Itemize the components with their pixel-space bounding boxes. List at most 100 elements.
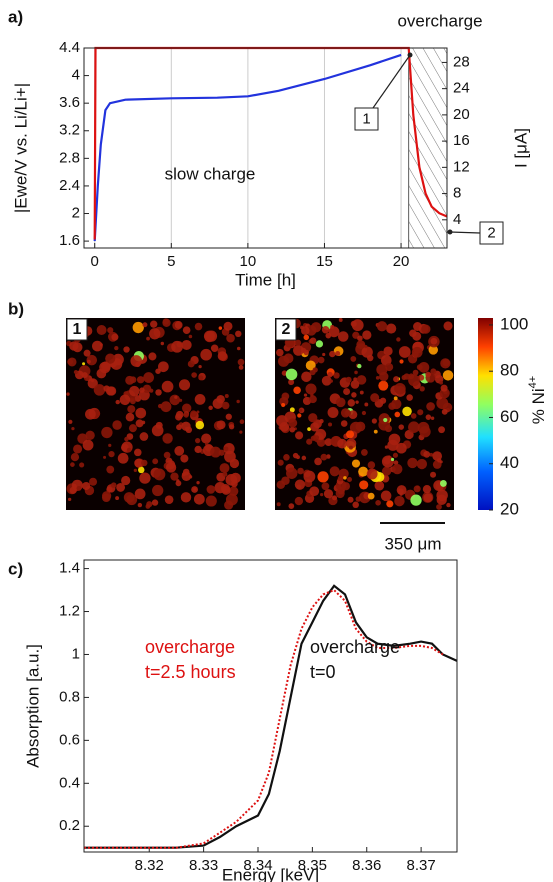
texture-dot <box>362 330 372 340</box>
texture-dot <box>340 420 348 427</box>
texture-dot <box>309 337 317 344</box>
y2-tick-label: 4 <box>453 211 461 228</box>
texture-dot <box>82 362 86 366</box>
texture-dot <box>106 465 115 474</box>
texture-dot <box>139 387 145 393</box>
texture-dot <box>312 367 318 373</box>
texture-dot <box>329 379 333 383</box>
texture-dot <box>237 358 245 366</box>
texture-dot <box>176 479 180 483</box>
texture-dot <box>443 321 453 331</box>
texture-dot <box>381 466 392 476</box>
texture-dot <box>421 324 431 334</box>
texture-dot <box>129 385 140 397</box>
texture-dot <box>283 454 290 461</box>
texture-dot <box>200 348 212 361</box>
colorbar-tick-label: 20 <box>500 499 519 518</box>
panel-label: a) <box>8 7 23 26</box>
texture-dot <box>394 495 405 507</box>
texture-dot <box>439 380 444 385</box>
texture-dot <box>127 405 136 414</box>
texture-dot <box>164 495 174 504</box>
texture-dot <box>178 379 191 391</box>
texture-dot <box>174 395 178 399</box>
texture-dot <box>150 320 158 328</box>
texture-dot <box>194 322 203 331</box>
texture-dot <box>351 319 364 332</box>
texture-dot <box>367 461 376 469</box>
texture-dot <box>359 480 369 490</box>
texture-dot <box>308 413 318 423</box>
marker-box <box>479 221 504 245</box>
y2-tick-label: 12 <box>453 158 470 175</box>
texture-dot <box>390 457 395 462</box>
texture-dot <box>149 328 161 340</box>
texture-dot <box>425 371 431 378</box>
texture-dot <box>134 448 142 457</box>
xrf-image <box>275 318 454 510</box>
texture-dot <box>321 375 332 386</box>
texture-dot <box>305 360 316 371</box>
image-label: 2 <box>282 321 291 338</box>
scale-bar-label: 350 μm <box>384 534 441 553</box>
texture-dot <box>96 325 107 335</box>
texture-dot <box>346 430 355 439</box>
texture-dot <box>401 375 407 381</box>
texture-dot <box>223 446 229 452</box>
texture-dot <box>327 371 333 378</box>
texture-dot <box>398 424 405 430</box>
texture-dot <box>320 493 324 497</box>
texture-dot <box>152 484 164 497</box>
texture-dot <box>408 374 420 387</box>
texture-dot <box>137 502 143 508</box>
texture-dot <box>430 416 435 420</box>
texture-dot <box>68 419 73 424</box>
marker-box <box>354 107 379 131</box>
texture-dot <box>288 379 295 386</box>
colorbar-tick-label: 100 <box>500 314 528 333</box>
texture-dot <box>205 495 217 507</box>
texture-dot <box>129 398 136 405</box>
texture-dot <box>158 361 169 373</box>
texture-dot <box>295 431 304 440</box>
texture-dot <box>366 468 378 480</box>
texture-dot <box>392 452 398 458</box>
texture-dot <box>446 502 451 508</box>
texture-dot <box>153 468 166 481</box>
colorbar-label: % Ni4+ <box>527 376 549 424</box>
y-tick-label: 2 <box>72 204 80 221</box>
texture-dot <box>309 486 320 497</box>
y-tick-label: 1.6 <box>59 232 80 249</box>
texture-dot <box>406 394 413 401</box>
texture-dot <box>396 442 407 454</box>
texture-dot <box>294 496 304 506</box>
texture-dot <box>139 472 151 484</box>
texture-dot <box>155 389 162 396</box>
texture-dot <box>317 471 329 483</box>
texture-dot <box>364 345 368 349</box>
texture-dot <box>143 372 154 383</box>
texture-dot <box>67 357 77 367</box>
texture-dot <box>310 422 320 432</box>
texture-dot <box>218 326 223 330</box>
texture-dot <box>79 462 85 468</box>
texture-dot <box>417 409 424 416</box>
texture-dot <box>373 429 378 434</box>
texture-dot <box>300 325 304 330</box>
x-axis-label: Energy [keV] <box>222 865 319 882</box>
texture-dot <box>348 445 353 450</box>
y2-tick-label: 20 <box>453 106 470 123</box>
texture-dot <box>112 353 124 366</box>
texture-dot <box>310 322 322 333</box>
texture-dot <box>338 318 343 322</box>
texture-dot <box>194 445 202 454</box>
texture-dot <box>402 406 412 417</box>
texture-dot <box>410 413 417 419</box>
texture-dot <box>239 430 243 434</box>
texture-dot <box>333 372 340 379</box>
texture-dot <box>208 405 213 411</box>
data-line <box>84 584 458 849</box>
texture-dot <box>276 348 284 357</box>
texture-dot <box>428 345 439 355</box>
x-tick-label: 8.36 <box>352 857 381 874</box>
